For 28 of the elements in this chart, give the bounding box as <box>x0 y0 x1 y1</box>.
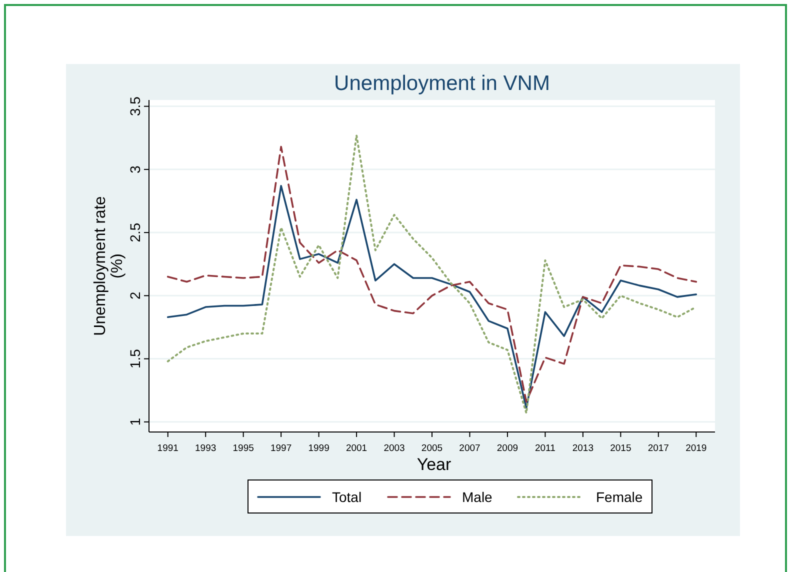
x-tick-label: 2003 <box>384 443 405 454</box>
x-tick-label: 2007 <box>459 443 480 454</box>
x-axis-title: Year <box>416 455 452 474</box>
x-tick-label: 1991 <box>157 443 178 454</box>
legend-label: Female <box>596 489 643 505</box>
x-tick-label: 2005 <box>421 443 443 454</box>
x-tick-label: 1995 <box>232 443 254 454</box>
y-tick-label: 3.5 <box>127 96 143 116</box>
y-axis-title: Unemployment rate (%) <box>92 196 126 336</box>
x-tick-label: 1997 <box>270 443 292 454</box>
line-series <box>166 184 698 409</box>
y-tick-label: 1.5 <box>127 348 143 369</box>
x-tick-label: 2011 <box>534 443 556 454</box>
x-tick-label: 2017 <box>648 443 669 454</box>
chart-title: Unemployment in VNM <box>334 72 550 95</box>
x-tick-label: 2001 <box>346 443 368 454</box>
y-tick-label: 3 <box>127 165 143 174</box>
legend-label: Total <box>332 489 362 505</box>
x-tick-label: 2013 <box>572 443 594 454</box>
x-tick-label: 2015 <box>610 443 632 454</box>
y-tick-label: 1 <box>127 418 143 426</box>
x-tick-label: 1993 <box>195 443 216 454</box>
x-tick-label: 2019 <box>686 443 707 454</box>
y-tick-label: 2.5 <box>127 222 143 242</box>
legend-label: Male <box>462 489 493 505</box>
y-tick-label: 2 <box>127 292 143 300</box>
x-tick-label: 2009 <box>496 443 518 454</box>
x-tick-label: 1999 <box>308 443 330 454</box>
